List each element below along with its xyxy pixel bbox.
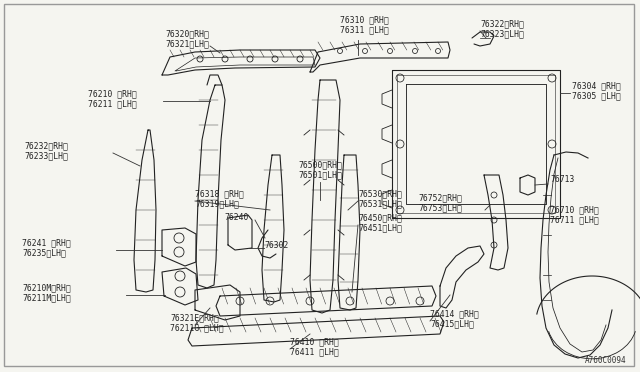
Text: 76232〈RH〉: 76232〈RH〉: [24, 141, 68, 150]
Text: 76318 〈RH〉: 76318 〈RH〉: [195, 189, 244, 198]
Text: 76321〈LH〉: 76321〈LH〉: [165, 39, 209, 48]
Text: 76210 〈RH〉: 76210 〈RH〉: [88, 89, 137, 98]
Text: 76235〈LH〉: 76235〈LH〉: [22, 248, 66, 257]
Text: 76211M〈LH〉: 76211M〈LH〉: [22, 293, 71, 302]
Text: 76415〈LH〉: 76415〈LH〉: [430, 319, 474, 328]
Text: 76233〈LH〉: 76233〈LH〉: [24, 151, 68, 160]
Text: 76410 〈RH〉: 76410 〈RH〉: [290, 337, 339, 346]
Text: 76531〈LH〉: 76531〈LH〉: [358, 199, 402, 208]
Text: 76311 〈LH〉: 76311 〈LH〉: [340, 25, 388, 34]
Text: 76323〈LH〉: 76323〈LH〉: [480, 29, 524, 38]
Text: 76304 〈RH〉: 76304 〈RH〉: [572, 81, 621, 90]
Text: 76320〈RH〉: 76320〈RH〉: [165, 29, 209, 38]
Text: 76501〈LH〉: 76501〈LH〉: [298, 170, 342, 179]
Text: 76319〈LH〉: 76319〈LH〉: [195, 199, 239, 208]
Text: 76210M〈RH〉: 76210M〈RH〉: [22, 283, 71, 292]
Text: 76240: 76240: [224, 213, 248, 222]
Text: 76211G 〈LH〉: 76211G 〈LH〉: [170, 323, 223, 332]
Text: 76500〈RH〉: 76500〈RH〉: [298, 160, 342, 169]
Text: 76411 〈LH〉: 76411 〈LH〉: [290, 347, 339, 356]
Text: 76451〈LH〉: 76451〈LH〉: [358, 223, 402, 232]
Text: 76711 〈LH〉: 76711 〈LH〉: [550, 215, 599, 224]
Text: 76322〈RH〉: 76322〈RH〉: [480, 19, 524, 28]
Text: 76302: 76302: [264, 241, 289, 250]
Text: 76310 〈RH〉: 76310 〈RH〉: [340, 15, 388, 24]
Text: 76211 〈LH〉: 76211 〈LH〉: [88, 99, 137, 108]
Text: 76752〈RH〉: 76752〈RH〉: [418, 193, 462, 202]
Text: 76414 〈RH〉: 76414 〈RH〉: [430, 309, 479, 318]
Text: 76710 〈RH〉: 76710 〈RH〉: [550, 205, 599, 214]
Text: 76305 〈LH〉: 76305 〈LH〉: [572, 91, 621, 100]
Text: 76321E〈RH〉: 76321E〈RH〉: [170, 313, 219, 322]
Text: 76450〈RH〉: 76450〈RH〉: [358, 213, 402, 222]
Text: 76753〈LH〉: 76753〈LH〉: [418, 203, 462, 212]
Text: 76713: 76713: [550, 175, 574, 184]
Text: A760C0094: A760C0094: [584, 356, 626, 365]
Text: 76241 〈RH〉: 76241 〈RH〉: [22, 238, 71, 247]
Text: 76530〈RH〉: 76530〈RH〉: [358, 189, 402, 198]
